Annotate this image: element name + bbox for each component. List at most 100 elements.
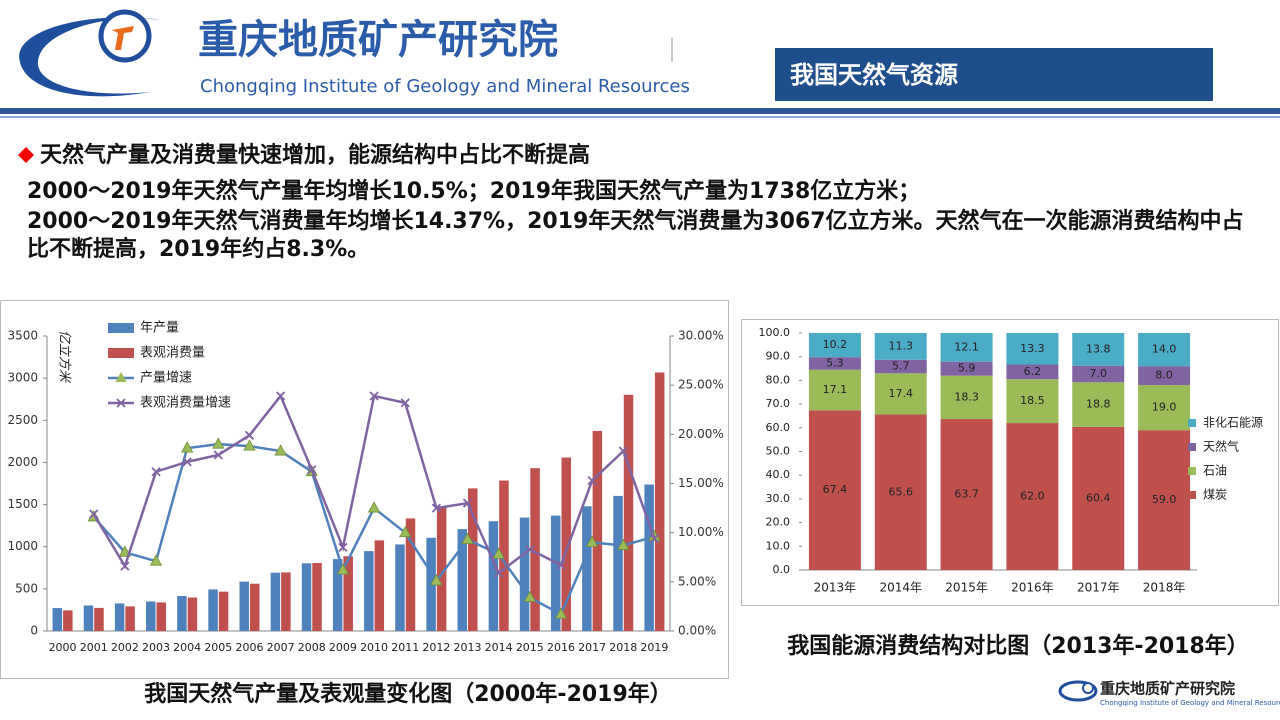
value-label: 63.7 [954, 488, 979, 501]
bar [301, 563, 312, 631]
marker [525, 544, 535, 555]
y-tick-label: 0 [30, 624, 38, 638]
bar-segment [1006, 379, 1059, 424]
bar [519, 517, 530, 631]
marker [120, 561, 130, 571]
marker [367, 501, 381, 513]
bar-segment [874, 359, 927, 374]
x-tick-label: 2012 [422, 641, 450, 654]
value-label: 17.4 [889, 387, 914, 400]
marker [244, 430, 255, 440]
bar [550, 515, 561, 631]
marker [180, 441, 194, 453]
bar-segment [808, 410, 861, 570]
y-tick-label: 50.0 [766, 445, 791, 458]
value-label: 59.0 [1152, 493, 1177, 506]
y2-tick-label: 20.00% [678, 427, 724, 441]
marker [182, 457, 192, 467]
marker [556, 560, 566, 570]
legend-marker [115, 372, 127, 382]
x-tick-label: 2019 [640, 641, 668, 654]
bar [249, 583, 260, 631]
value-label: 13.3 [1020, 342, 1045, 355]
x-tick-label: 2013 [454, 641, 482, 654]
bar [177, 596, 187, 631]
value-label: 7.0 [1090, 367, 1108, 380]
org-name-en: Chongqing Institute of Geology and Miner… [200, 76, 690, 97]
bar [83, 605, 94, 631]
legend-label: 产量增速 [140, 371, 192, 386]
bar [239, 581, 249, 631]
x-tick-label: 2017 [578, 641, 606, 654]
legend-marker [116, 398, 126, 408]
bar-segment [940, 333, 993, 362]
bar-segment [808, 369, 861, 411]
bar [312, 562, 322, 631]
bar [332, 559, 343, 631]
y-tick-label: 30.0 [766, 492, 791, 505]
marker [430, 574, 443, 586]
marker [243, 439, 256, 451]
x-tick-label: 2006 [235, 641, 263, 654]
x-tick-label: 2015年 [945, 581, 988, 595]
legend-label: 表观消费量 [140, 346, 205, 361]
y-tick-label: 70.0 [766, 397, 791, 410]
bar [468, 488, 478, 631]
value-label: 67.4 [823, 483, 848, 496]
bar-segment [940, 419, 993, 570]
x-tick-label: 2008 [298, 641, 326, 654]
bar-segment [1072, 426, 1125, 570]
bar [218, 591, 229, 631]
bar [405, 518, 416, 631]
bullet [18, 147, 34, 163]
value-label: 65.6 [889, 485, 914, 498]
bar [530, 468, 540, 631]
legend-swatch [108, 348, 134, 358]
bar-segment [1138, 366, 1191, 386]
marker [649, 533, 660, 544]
bar [436, 507, 447, 631]
y-axis-label: 亿立方米 [57, 330, 72, 384]
bar [125, 606, 135, 631]
bullet-heading: 天然气产量及消费量快速增加，能源结构中占比不断提高 [40, 142, 590, 168]
value-label: 14.0 [1152, 343, 1177, 356]
legend-label: 表观消费量增速 [140, 396, 231, 411]
legend-label: 天然气 [1203, 439, 1239, 454]
bar [208, 589, 218, 631]
y-tick-label: 500 [15, 581, 38, 595]
y2-tick-label: 10.00% [678, 525, 724, 539]
bar-segment [1138, 385, 1191, 431]
bar [488, 521, 499, 631]
y-tick-label: 3500 [7, 329, 38, 343]
bar-segment [940, 375, 993, 420]
value-label: 62.0 [1020, 490, 1045, 503]
x-tick-label: 2003 [142, 641, 170, 654]
y-tick-label: 100.0 [759, 326, 791, 339]
bar-segment [1072, 365, 1125, 383]
x-tick-label: 2017年 [1077, 581, 1120, 595]
bar [499, 480, 509, 631]
section-title: 我国天然气资源 [790, 61, 958, 89]
legend-swatch [108, 323, 134, 333]
header-rule [0, 108, 1280, 114]
value-label: 12.1 [954, 340, 979, 353]
y-tick-label: 10.0 [766, 539, 791, 552]
value-label: 6.2 [1024, 365, 1042, 378]
bar [395, 544, 405, 631]
legend-label: 煤炭 [1203, 488, 1227, 502]
marker [618, 446, 628, 456]
value-label: 18.8 [1086, 398, 1111, 411]
marker [151, 467, 161, 477]
marker [89, 509, 99, 519]
footer-org-name-en: Chongqing Institute of Geology and Miner… [1100, 699, 1280, 707]
marker [431, 503, 442, 513]
y-tick-label: 60.0 [766, 421, 791, 434]
header-rule-thin [0, 116, 1280, 118]
y-tick-label: 2500 [7, 413, 38, 427]
x-tick-label: 2000 [49, 641, 77, 654]
y2-tick-label: 0.00% [678, 624, 716, 638]
legend-label: 石油 [1203, 464, 1227, 478]
marker [587, 475, 597, 486]
y-tick-label: 3000 [7, 371, 38, 385]
